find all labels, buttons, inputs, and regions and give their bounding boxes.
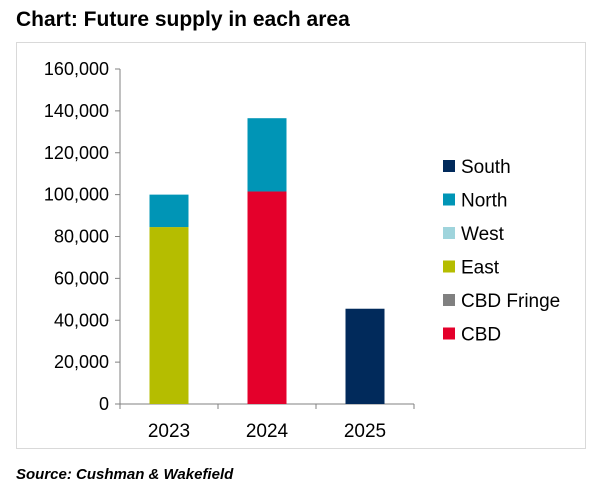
- y-tick-label: 100,000: [44, 185, 109, 205]
- x-tick-label: 2025: [344, 421, 386, 442]
- bar-north-2023: [149, 194, 189, 228]
- legend-label-east: East: [461, 258, 500, 279]
- x-tick-label: 2023: [148, 421, 190, 442]
- legend-swatch-south: [443, 160, 455, 172]
- y-tick-label: 60,000: [54, 268, 109, 288]
- chart-frame: [16, 42, 586, 449]
- legend-swatch-north: [443, 193, 455, 206]
- source-note: Source: Cushman & Wakefield: [16, 466, 234, 483]
- bar-east-2023: [149, 227, 189, 404]
- bar-north-2024: [247, 118, 287, 192]
- legend-swatch-cbd: [443, 327, 455, 340]
- legend-swatch-west: [443, 227, 455, 239]
- bar-south-2025: [345, 308, 385, 404]
- bar-cbd-2024: [247, 191, 287, 404]
- chart-title: Chart: Future supply in each area: [16, 8, 350, 31]
- y-tick-label: 140,000: [44, 101, 109, 121]
- legend-swatch-cbd-fringe: [443, 294, 455, 306]
- legend-swatch-east: [443, 260, 455, 273]
- legend-label-cbd-fringe: CBD Fringe: [461, 291, 560, 312]
- x-tick-label: 2024: [246, 421, 289, 442]
- legend-label-cbd: CBD: [461, 325, 501, 346]
- y-tick-label: 160,000: [44, 59, 109, 79]
- legend-label-south: South: [461, 157, 511, 178]
- y-tick-label: 0: [99, 394, 109, 414]
- legend-label-north: North: [461, 191, 507, 212]
- y-tick-label: 40,000: [54, 310, 109, 330]
- y-tick-label: 120,000: [44, 143, 109, 163]
- legend-label-west: West: [461, 224, 505, 245]
- y-tick-label: 20,000: [54, 352, 109, 372]
- y-tick-label: 80,000: [54, 227, 109, 247]
